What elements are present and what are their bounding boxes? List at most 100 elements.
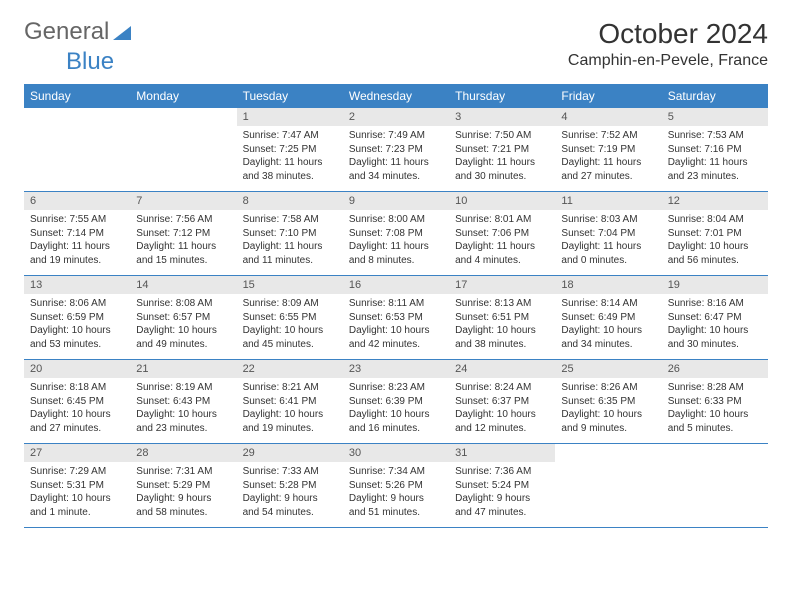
day-cell: 14Sunrise: 8:08 AMSunset: 6:57 PMDayligh… bbox=[130, 276, 236, 360]
day-cell: 13Sunrise: 8:06 AMSunset: 6:59 PMDayligh… bbox=[24, 276, 130, 360]
logo-triangle-icon bbox=[113, 26, 131, 40]
day-number: 14 bbox=[130, 276, 236, 294]
day-cell: 20Sunrise: 8:18 AMSunset: 6:45 PMDayligh… bbox=[24, 360, 130, 444]
day-details: Sunrise: 8:16 AMSunset: 6:47 PMDaylight:… bbox=[662, 294, 768, 359]
day-number: 13 bbox=[24, 276, 130, 294]
weekday-header: Thursday bbox=[449, 84, 555, 108]
day-cell: 1Sunrise: 7:47 AMSunset: 7:25 PMDaylight… bbox=[237, 108, 343, 192]
day-cell: 25Sunrise: 8:26 AMSunset: 6:35 PMDayligh… bbox=[555, 360, 661, 444]
title-block: October 2024 Camphin-en-Pevele, France bbox=[568, 18, 768, 70]
day-cell: 29Sunrise: 7:33 AMSunset: 5:28 PMDayligh… bbox=[237, 444, 343, 528]
day-cell: 7Sunrise: 7:56 AMSunset: 7:12 PMDaylight… bbox=[130, 192, 236, 276]
day-number: 8 bbox=[237, 192, 343, 210]
day-number: 5 bbox=[662, 108, 768, 126]
day-cell: 9Sunrise: 8:00 AMSunset: 7:08 PMDaylight… bbox=[343, 192, 449, 276]
day-cell: 3Sunrise: 7:50 AMSunset: 7:21 PMDaylight… bbox=[449, 108, 555, 192]
day-details: Sunrise: 7:31 AMSunset: 5:29 PMDaylight:… bbox=[130, 462, 236, 527]
day-cell: 18Sunrise: 8:14 AMSunset: 6:49 PMDayligh… bbox=[555, 276, 661, 360]
day-cell: 16Sunrise: 8:11 AMSunset: 6:53 PMDayligh… bbox=[343, 276, 449, 360]
day-details: Sunrise: 8:03 AMSunset: 7:04 PMDaylight:… bbox=[555, 210, 661, 275]
weekday-header: Friday bbox=[555, 84, 661, 108]
day-details: Sunrise: 8:09 AMSunset: 6:55 PMDaylight:… bbox=[237, 294, 343, 359]
day-number: 7 bbox=[130, 192, 236, 210]
calendar-table: SundayMondayTuesdayWednesdayThursdayFrid… bbox=[24, 84, 768, 528]
day-cell: 6Sunrise: 7:55 AMSunset: 7:14 PMDaylight… bbox=[24, 192, 130, 276]
day-details: Sunrise: 7:33 AMSunset: 5:28 PMDaylight:… bbox=[237, 462, 343, 527]
day-cell: 10Sunrise: 8:01 AMSunset: 7:06 PMDayligh… bbox=[449, 192, 555, 276]
day-cell: 8Sunrise: 7:58 AMSunset: 7:10 PMDaylight… bbox=[237, 192, 343, 276]
day-number: 9 bbox=[343, 192, 449, 210]
day-cell: 17Sunrise: 8:13 AMSunset: 6:51 PMDayligh… bbox=[449, 276, 555, 360]
weekday-header: Tuesday bbox=[237, 84, 343, 108]
day-details: Sunrise: 7:29 AMSunset: 5:31 PMDaylight:… bbox=[24, 462, 130, 527]
day-cell: 24Sunrise: 8:24 AMSunset: 6:37 PMDayligh… bbox=[449, 360, 555, 444]
day-number: 6 bbox=[24, 192, 130, 210]
calendar-row: 20Sunrise: 8:18 AMSunset: 6:45 PMDayligh… bbox=[24, 360, 768, 444]
month-title: October 2024 bbox=[568, 18, 768, 50]
calendar-row: 27Sunrise: 7:29 AMSunset: 5:31 PMDayligh… bbox=[24, 444, 768, 528]
day-number: 30 bbox=[343, 444, 449, 462]
day-number: 26 bbox=[662, 360, 768, 378]
day-details: Sunrise: 7:56 AMSunset: 7:12 PMDaylight:… bbox=[130, 210, 236, 275]
day-details: Sunrise: 8:24 AMSunset: 6:37 PMDaylight:… bbox=[449, 378, 555, 443]
day-number: 25 bbox=[555, 360, 661, 378]
empty-cell bbox=[555, 444, 661, 528]
day-cell: 4Sunrise: 7:52 AMSunset: 7:19 PMDaylight… bbox=[555, 108, 661, 192]
empty-cell bbox=[130, 108, 236, 192]
header: General October 2024 Camphin-en-Pevele, … bbox=[24, 18, 768, 70]
day-details: Sunrise: 7:55 AMSunset: 7:14 PMDaylight:… bbox=[24, 210, 130, 275]
day-cell: 2Sunrise: 7:49 AMSunset: 7:23 PMDaylight… bbox=[343, 108, 449, 192]
day-number: 31 bbox=[449, 444, 555, 462]
day-details: Sunrise: 8:21 AMSunset: 6:41 PMDaylight:… bbox=[237, 378, 343, 443]
day-number: 19 bbox=[662, 276, 768, 294]
day-number: 16 bbox=[343, 276, 449, 294]
day-number: 11 bbox=[555, 192, 661, 210]
day-number: 4 bbox=[555, 108, 661, 126]
day-details: Sunrise: 7:36 AMSunset: 5:24 PMDaylight:… bbox=[449, 462, 555, 527]
logo-text-blue: Blue bbox=[66, 48, 114, 75]
day-details: Sunrise: 8:18 AMSunset: 6:45 PMDaylight:… bbox=[24, 378, 130, 443]
day-number: 28 bbox=[130, 444, 236, 462]
day-number: 27 bbox=[24, 444, 130, 462]
day-cell: 5Sunrise: 7:53 AMSunset: 7:16 PMDaylight… bbox=[662, 108, 768, 192]
day-cell: 31Sunrise: 7:36 AMSunset: 5:24 PMDayligh… bbox=[449, 444, 555, 528]
weekday-header-row: SundayMondayTuesdayWednesdayThursdayFrid… bbox=[24, 84, 768, 108]
day-details: Sunrise: 8:11 AMSunset: 6:53 PMDaylight:… bbox=[343, 294, 449, 359]
day-cell: 23Sunrise: 8:23 AMSunset: 6:39 PMDayligh… bbox=[343, 360, 449, 444]
day-number: 10 bbox=[449, 192, 555, 210]
day-details: Sunrise: 8:26 AMSunset: 6:35 PMDaylight:… bbox=[555, 378, 661, 443]
day-number: 20 bbox=[24, 360, 130, 378]
day-number: 22 bbox=[237, 360, 343, 378]
day-cell: 12Sunrise: 8:04 AMSunset: 7:01 PMDayligh… bbox=[662, 192, 768, 276]
weekday-header: Sunday bbox=[24, 84, 130, 108]
day-number: 18 bbox=[555, 276, 661, 294]
day-cell: 28Sunrise: 7:31 AMSunset: 5:29 PMDayligh… bbox=[130, 444, 236, 528]
day-details: Sunrise: 8:01 AMSunset: 7:06 PMDaylight:… bbox=[449, 210, 555, 275]
day-details: Sunrise: 8:04 AMSunset: 7:01 PMDaylight:… bbox=[662, 210, 768, 275]
day-details: Sunrise: 7:58 AMSunset: 7:10 PMDaylight:… bbox=[237, 210, 343, 275]
day-number: 29 bbox=[237, 444, 343, 462]
day-details: Sunrise: 7:52 AMSunset: 7:19 PMDaylight:… bbox=[555, 126, 661, 191]
day-details: Sunrise: 8:13 AMSunset: 6:51 PMDaylight:… bbox=[449, 294, 555, 359]
day-cell: 19Sunrise: 8:16 AMSunset: 6:47 PMDayligh… bbox=[662, 276, 768, 360]
day-details: Sunrise: 8:28 AMSunset: 6:33 PMDaylight:… bbox=[662, 378, 768, 443]
day-number: 12 bbox=[662, 192, 768, 210]
day-number: 21 bbox=[130, 360, 236, 378]
calendar-body: 1Sunrise: 7:47 AMSunset: 7:25 PMDaylight… bbox=[24, 108, 768, 528]
calendar-row: 1Sunrise: 7:47 AMSunset: 7:25 PMDaylight… bbox=[24, 108, 768, 192]
day-cell: 27Sunrise: 7:29 AMSunset: 5:31 PMDayligh… bbox=[24, 444, 130, 528]
day-cell: 22Sunrise: 8:21 AMSunset: 6:41 PMDayligh… bbox=[237, 360, 343, 444]
weekday-header: Saturday bbox=[662, 84, 768, 108]
day-cell: 15Sunrise: 8:09 AMSunset: 6:55 PMDayligh… bbox=[237, 276, 343, 360]
day-details: Sunrise: 8:19 AMSunset: 6:43 PMDaylight:… bbox=[130, 378, 236, 443]
day-details: Sunrise: 7:53 AMSunset: 7:16 PMDaylight:… bbox=[662, 126, 768, 191]
calendar-row: 13Sunrise: 8:06 AMSunset: 6:59 PMDayligh… bbox=[24, 276, 768, 360]
day-number: 23 bbox=[343, 360, 449, 378]
day-number: 3 bbox=[449, 108, 555, 126]
day-details: Sunrise: 7:47 AMSunset: 7:25 PMDaylight:… bbox=[237, 126, 343, 191]
day-cell: 11Sunrise: 8:03 AMSunset: 7:04 PMDayligh… bbox=[555, 192, 661, 276]
day-details: Sunrise: 7:34 AMSunset: 5:26 PMDaylight:… bbox=[343, 462, 449, 527]
day-cell: 26Sunrise: 8:28 AMSunset: 6:33 PMDayligh… bbox=[662, 360, 768, 444]
location: Camphin-en-Pevele, France bbox=[568, 52, 768, 70]
day-details: Sunrise: 8:23 AMSunset: 6:39 PMDaylight:… bbox=[343, 378, 449, 443]
